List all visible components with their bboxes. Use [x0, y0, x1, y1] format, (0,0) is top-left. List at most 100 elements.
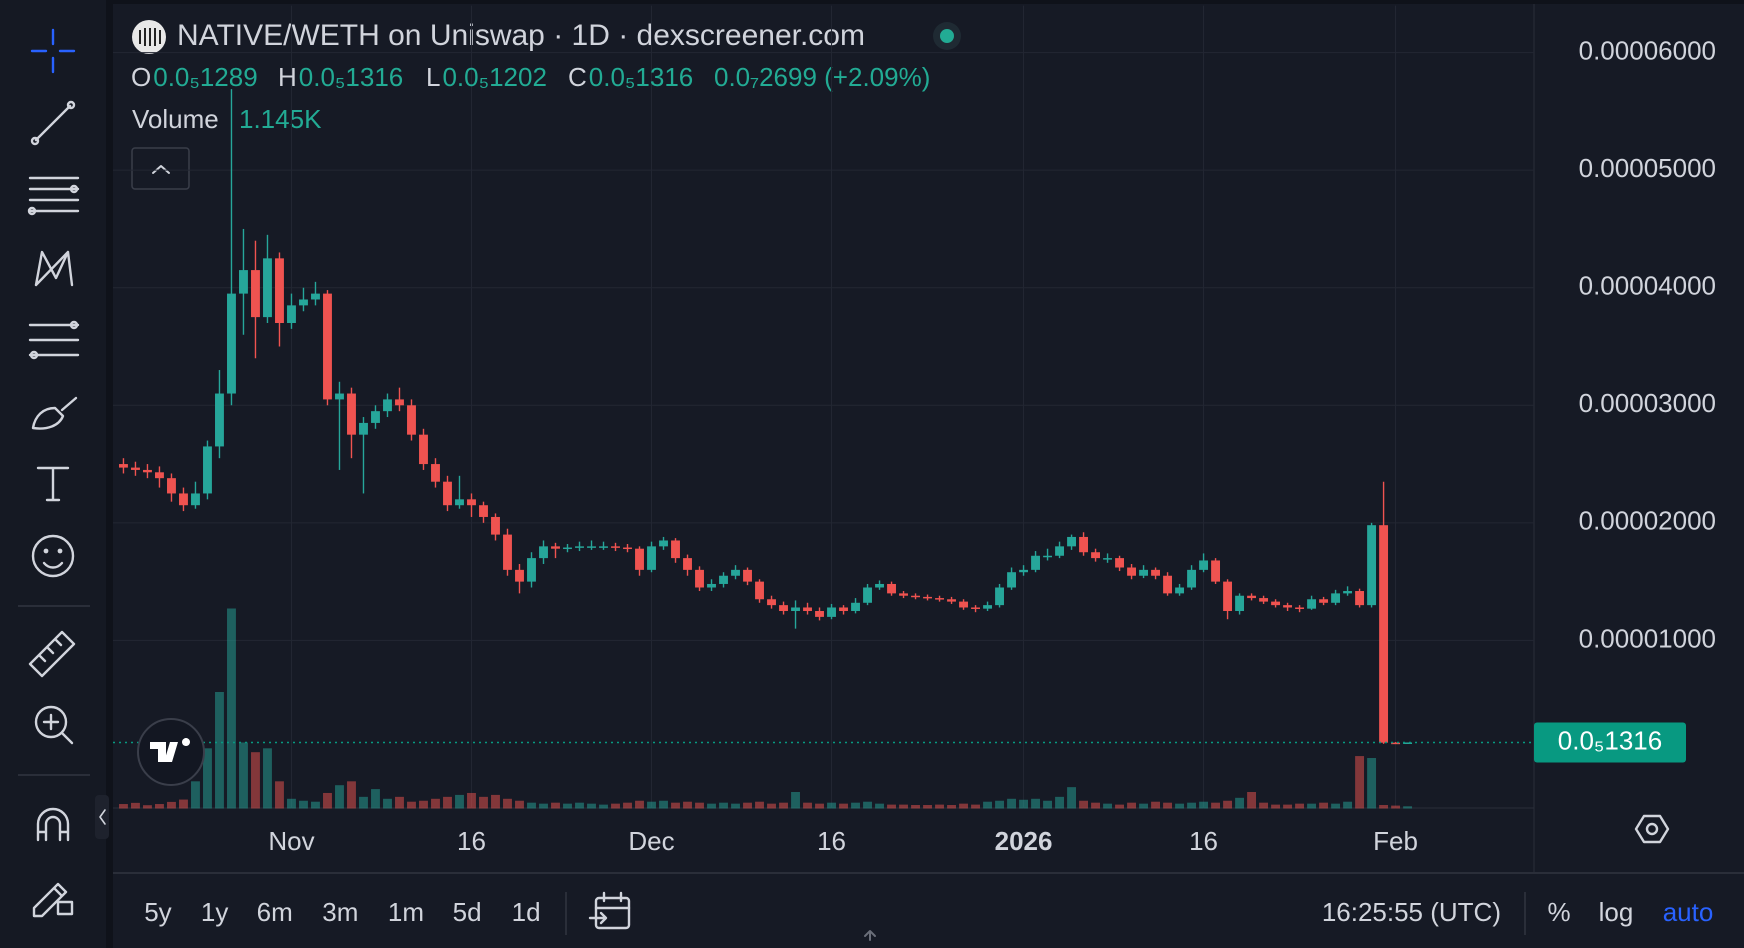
- candle-body: [407, 405, 416, 435]
- candle-body: [335, 393, 344, 400]
- candle-body: [431, 464, 440, 482]
- trend-line-tool[interactable]: [30, 100, 76, 146]
- text-tool[interactable]: [36, 466, 70, 502]
- pattern-tool[interactable]: [34, 250, 74, 287]
- volume-bar: [695, 802, 704, 809]
- candle-body: [1055, 546, 1064, 556]
- volume-bar: [287, 798, 296, 809]
- magnet-tool[interactable]: [36, 807, 70, 842]
- volume-bar: [1403, 806, 1413, 809]
- volume-bar: [923, 805, 932, 809]
- ohlc-value: 0.0₅1289: [153, 62, 257, 92]
- candle-body: [299, 299, 308, 306]
- candle-body: [383, 399, 392, 412]
- x-tick-label: 16: [457, 826, 486, 856]
- volume-title: Volume: [132, 104, 219, 134]
- candles: [119, 89, 1413, 745]
- volume-bar: [1151, 801, 1161, 809]
- range-button[interactable]: 3m: [322, 897, 358, 927]
- volume-bar: [419, 800, 428, 809]
- volume-bar: [1259, 802, 1269, 809]
- volume-bar: [227, 608, 236, 809]
- candle-body: [527, 558, 536, 582]
- crosshair-tool[interactable]: [30, 28, 76, 74]
- candle-body: [827, 607, 836, 617]
- candle-body: [815, 611, 824, 617]
- volume-bar: [491, 794, 500, 809]
- candle-body: [443, 481, 452, 506]
- candle-body: [1307, 599, 1317, 609]
- volume-bar: [743, 802, 752, 809]
- candle-body: [227, 293, 236, 394]
- volume-bar: [1067, 787, 1076, 809]
- candle-body: [635, 548, 644, 570]
- fib-tool[interactable]: [27, 176, 80, 216]
- volume-bar: [575, 802, 584, 809]
- volume-bar: [515, 800, 524, 809]
- volume-bar: [299, 800, 308, 809]
- candle-body: [599, 546, 608, 548]
- range-button[interactable]: 1d: [512, 897, 541, 927]
- candle-body: [491, 516, 500, 535]
- emoji-tool[interactable]: [31, 534, 75, 578]
- date-range-button[interactable]: [588, 891, 631, 930]
- candle-body: [695, 569, 704, 588]
- volume-bar: [1079, 800, 1088, 809]
- candle-body: [923, 596, 932, 599]
- volume-bar: [191, 781, 200, 809]
- candle-body: [167, 478, 176, 494]
- volume-bar: [335, 785, 344, 809]
- candle-body: [911, 595, 920, 598]
- volume-bar: [1103, 803, 1113, 809]
- candle-body: [467, 499, 476, 506]
- candle-body: [1091, 552, 1100, 559]
- candle-body: [455, 499, 464, 506]
- x-tick-label: 16: [817, 826, 846, 856]
- candle-body: [935, 598, 944, 600]
- forecast-tool[interactable]: [28, 320, 80, 360]
- candle-body: [1343, 591, 1353, 594]
- volume-bar: [407, 801, 416, 809]
- volume-bar: [1271, 804, 1281, 809]
- x-tick-label: Dec: [628, 826, 674, 856]
- ruler-tool[interactable]: [28, 630, 76, 678]
- y-tick-label: 0.00002000: [1579, 506, 1716, 536]
- candle-body: [851, 602, 860, 612]
- volume-bar: [1007, 798, 1016, 809]
- brush-tool[interactable]: [31, 396, 78, 430]
- candle-body: [131, 467, 140, 470]
- range-button[interactable]: 1m: [388, 897, 424, 927]
- candle-body: [323, 293, 332, 400]
- candle-body: [887, 583, 896, 594]
- zoom-tool[interactable]: [34, 705, 74, 745]
- candle-body: [203, 446, 212, 494]
- volume-bar: [815, 803, 824, 809]
- candle-body: [575, 546, 584, 548]
- scale-option[interactable]: %: [1547, 897, 1570, 927]
- volume-bar: [791, 791, 800, 809]
- volume-bar: [527, 802, 536, 809]
- ohlc-value: 0.0₅1202: [442, 62, 546, 92]
- range-button[interactable]: 5d: [453, 897, 482, 927]
- range-button[interactable]: 1y: [201, 897, 228, 927]
- candle-body: [611, 546, 620, 548]
- volume-bar: [719, 802, 728, 809]
- candle-body: [287, 305, 296, 323]
- candle-body: [1223, 581, 1233, 612]
- volume-bar: [179, 799, 188, 809]
- range-button[interactable]: 5y: [144, 897, 171, 927]
- candle-body: [983, 605, 992, 609]
- settings-button[interactable]: [1634, 814, 1670, 844]
- range-button[interactable]: 6m: [257, 897, 293, 927]
- candle-body: [647, 546, 656, 570]
- x-tick-label: 2026: [995, 826, 1053, 856]
- volume-bar: [383, 798, 392, 809]
- scale-option[interactable]: auto: [1663, 897, 1714, 927]
- volume-bar: [1391, 805, 1401, 809]
- collapse-toolbar[interactable]: [95, 795, 109, 839]
- lock-tool[interactable]: [32, 882, 74, 918]
- volume-bar: [611, 803, 620, 809]
- scale-option[interactable]: log: [1599, 897, 1634, 927]
- candle-body: [1139, 569, 1149, 576]
- candle-body: [119, 464, 128, 468]
